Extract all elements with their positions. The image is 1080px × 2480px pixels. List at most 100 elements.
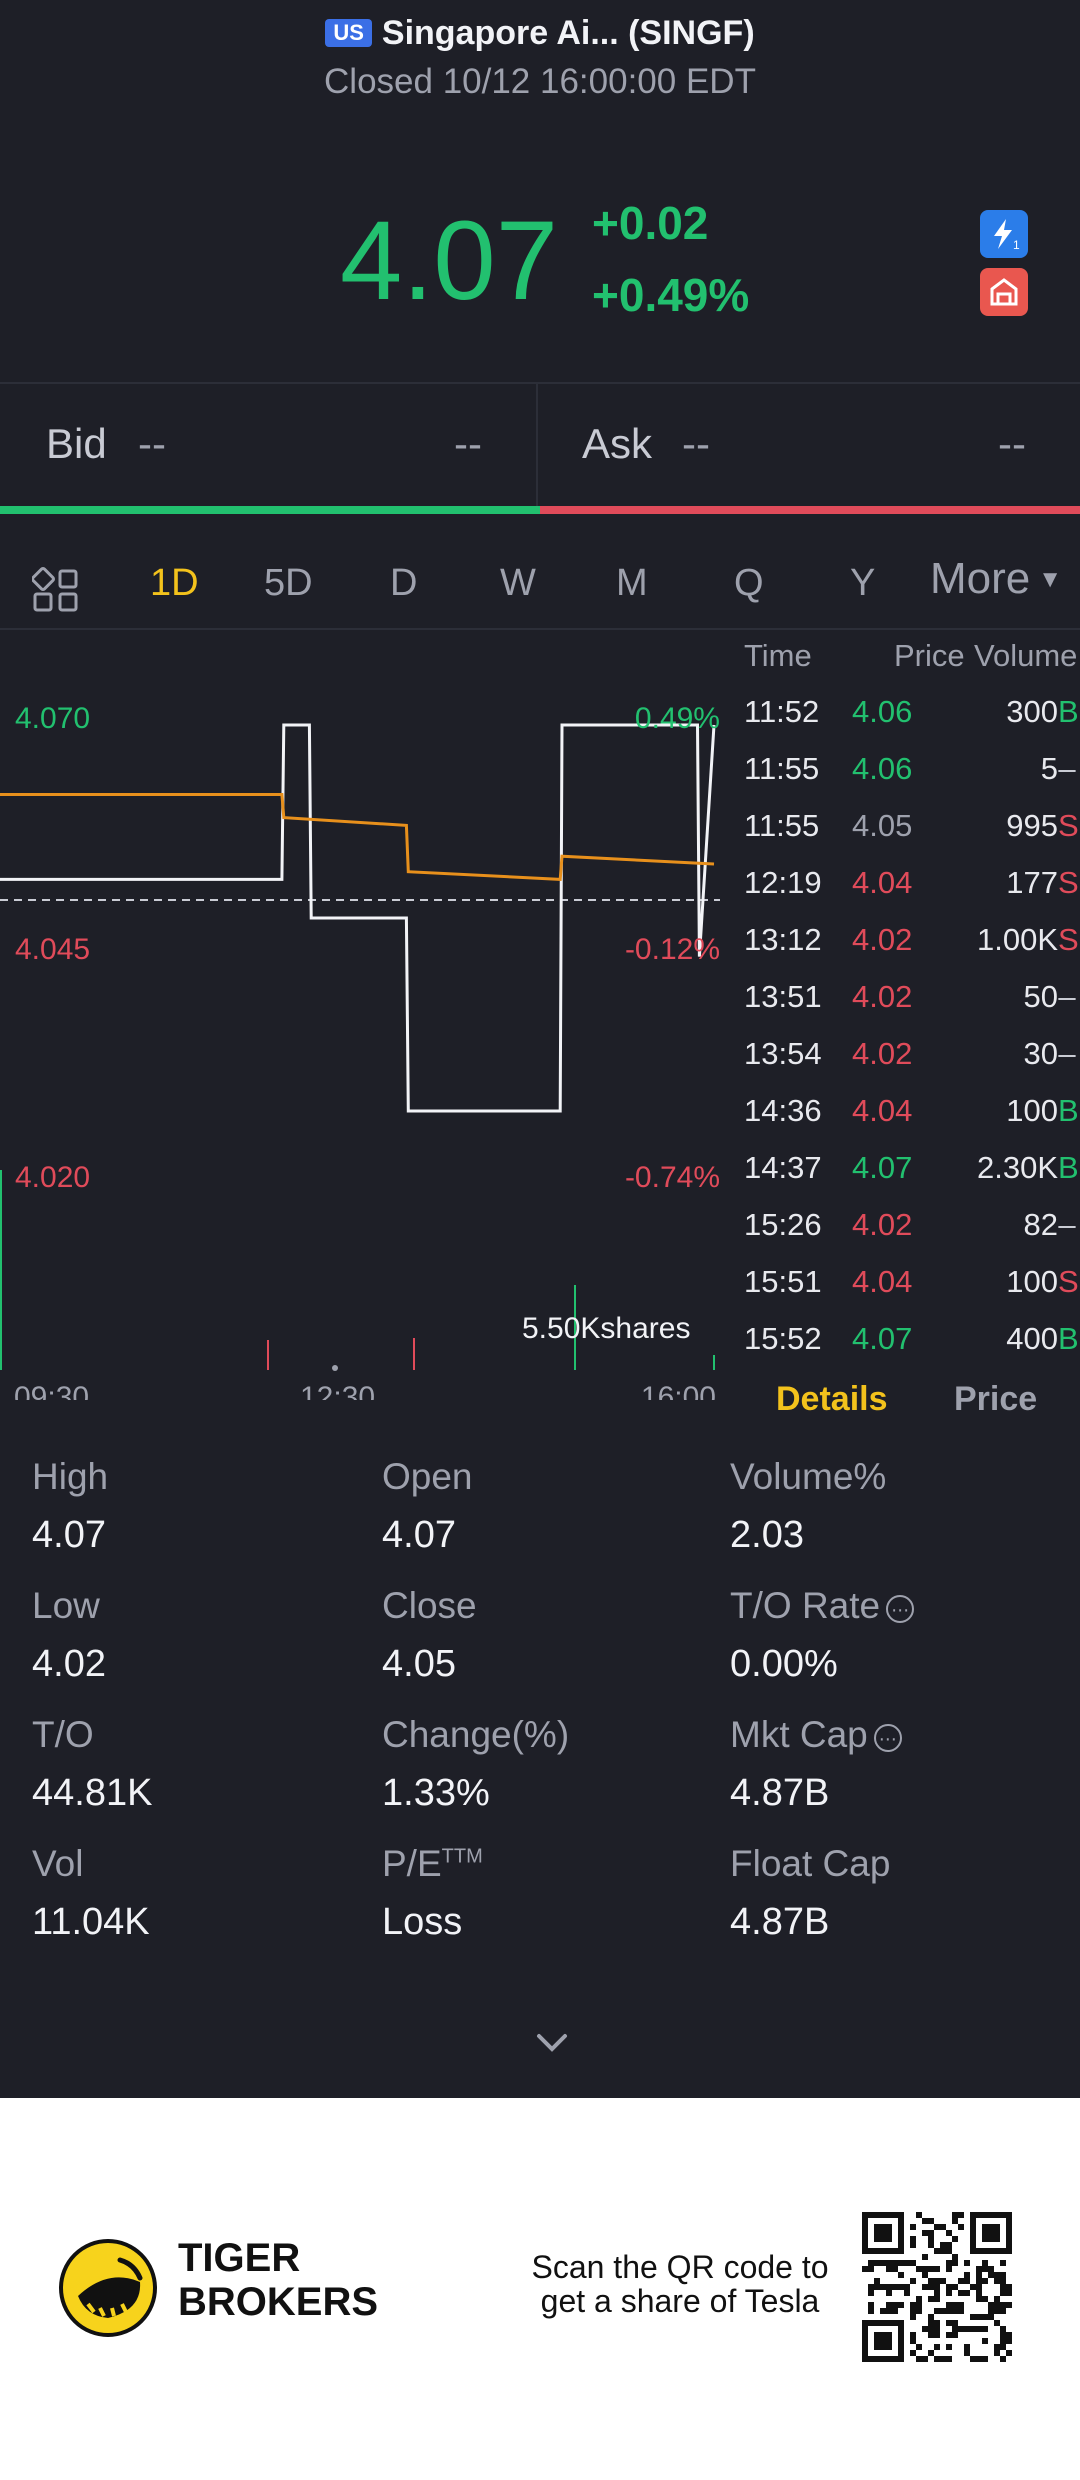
qr-module	[868, 2266, 874, 2272]
qr-module	[922, 2266, 928, 2272]
qr-module	[916, 2356, 922, 2362]
tick-volume: 5	[1040, 751, 1058, 786]
average-line	[0, 793, 715, 881]
stat-label: High	[32, 1456, 109, 1497]
chevron-down-icon[interactable]	[535, 2032, 569, 2059]
tick-row: 11:55 4.06 5–	[742, 751, 1076, 808]
tick-row: 11:55 4.05 995 S	[742, 808, 1079, 865]
qr-module	[940, 2278, 946, 2284]
qr-module	[910, 2242, 916, 2248]
tick-price: 4.07	[852, 1150, 913, 1185]
qr-module	[994, 2308, 1000, 2314]
qr-module	[982, 2224, 1000, 2242]
qr-module	[994, 2272, 1000, 2278]
tick-time: 14:36	[744, 1093, 822, 1128]
tick-price: 4.04	[852, 865, 913, 900]
qr-module	[988, 2272, 994, 2278]
intraday-chart[interactable]: 4.070 4.045 4.020 0.49% -0.12% -0.74% 5.…	[0, 630, 740, 1400]
store-icon[interactable]	[980, 268, 1028, 316]
tab-q[interactable]: Q	[734, 562, 764, 604]
stat-label: Close	[382, 1585, 477, 1626]
qr-module	[862, 2266, 868, 2272]
tick-time: 11:55	[744, 751, 820, 786]
stat-label: Volume%	[730, 1456, 887, 1497]
qr-module	[934, 2284, 940, 2290]
tab-w[interactable]: W	[500, 562, 536, 604]
qr-module	[916, 2296, 922, 2302]
price-change: +0.02	[592, 197, 709, 249]
stat-pe: Loss	[382, 1901, 463, 1943]
tick-volume: 100	[1006, 1264, 1058, 1299]
tab-price[interactable]: Price	[954, 1380, 1038, 1418]
brand-line: BROKERS	[178, 2280, 379, 2324]
volume-bars	[0, 1170, 715, 1371]
qr-module	[934, 2308, 940, 2314]
qr-module	[910, 2332, 916, 2338]
divider	[0, 628, 1080, 630]
qr-module	[976, 2284, 982, 2290]
tab-d[interactable]: D	[390, 562, 418, 604]
qr-module	[928, 2284, 934, 2290]
tick-header-time: Time	[744, 638, 812, 673]
qr-module	[994, 2278, 1000, 2284]
qr-module	[934, 2278, 940, 2284]
qr-module	[934, 2332, 940, 2338]
qr-module	[892, 2302, 898, 2308]
stock-title[interactable]: US Singapore Ai... (SINGF)	[0, 14, 1080, 53]
qr-module	[886, 2284, 892, 2290]
tab-more[interactable]: More ▼	[930, 554, 1062, 604]
tab-1d[interactable]: 1D	[150, 562, 199, 604]
qr-module	[964, 2278, 970, 2284]
tab-details[interactable]: Details	[776, 1380, 888, 1418]
qr-module	[916, 2302, 922, 2308]
qr-module	[886, 2302, 892, 2308]
qr-module	[922, 2284, 928, 2290]
qr-module	[868, 2308, 874, 2314]
qr-module	[922, 2218, 928, 2224]
qr-module	[1000, 2278, 1006, 2284]
x-label-mid: 12:30	[300, 1381, 375, 1400]
qr-module	[946, 2332, 952, 2338]
stat-label: Change(%)	[382, 1714, 570, 1755]
tick-time: 14:37	[744, 1150, 822, 1185]
tab-5d[interactable]: 5D	[264, 562, 313, 604]
tick-price: 4.04	[852, 1093, 913, 1128]
volume-dot	[332, 1365, 338, 1371]
mktcap-label: Mkt Cap	[730, 1714, 868, 1755]
qr-module	[952, 2332, 958, 2338]
stat-label: Low	[32, 1585, 100, 1626]
tab-y[interactable]: Y	[850, 562, 876, 604]
qr-module	[940, 2308, 946, 2314]
tab-m[interactable]: M	[616, 562, 648, 604]
tick-price: 4.07	[852, 1321, 913, 1356]
tick-direction: –	[1058, 1207, 1076, 1242]
stat-volume-pct: 2.03	[730, 1514, 804, 1556]
grid-icon[interactable]	[31, 566, 80, 619]
lightning-icon[interactable]: 1	[980, 210, 1028, 258]
qr-module	[1000, 2260, 1006, 2266]
qr-module	[982, 2266, 988, 2272]
stat-label: Vol	[32, 1843, 84, 1884]
qr-module	[964, 2344, 970, 2350]
tick-time: 11:52	[744, 694, 820, 729]
qr-module	[898, 2284, 904, 2290]
scan-line: Scan the QR code to	[531, 2249, 829, 2285]
qr-module	[964, 2350, 970, 2356]
qr-module	[952, 2218, 958, 2224]
qr-module	[928, 2242, 934, 2248]
qr-module	[976, 2278, 982, 2284]
qr-module	[928, 2320, 934, 2326]
info-icon[interactable]: ⋯	[873, 1724, 902, 1752]
qr-module	[1000, 2332, 1006, 2338]
stat-label-mktcap: Mkt Cap ⋯	[730, 1714, 902, 1756]
info-icon[interactable]: ⋯	[886, 1595, 915, 1623]
qr-module	[910, 2338, 916, 2344]
bid-size: --	[454, 420, 482, 467]
qr-module	[1000, 2338, 1006, 2344]
qr-module	[934, 2326, 940, 2332]
qr-module	[946, 2290, 952, 2296]
tick-volume: 300	[1006, 694, 1058, 729]
qr-module	[892, 2266, 898, 2272]
qr-module	[982, 2296, 988, 2302]
qr-module	[994, 2296, 1000, 2302]
